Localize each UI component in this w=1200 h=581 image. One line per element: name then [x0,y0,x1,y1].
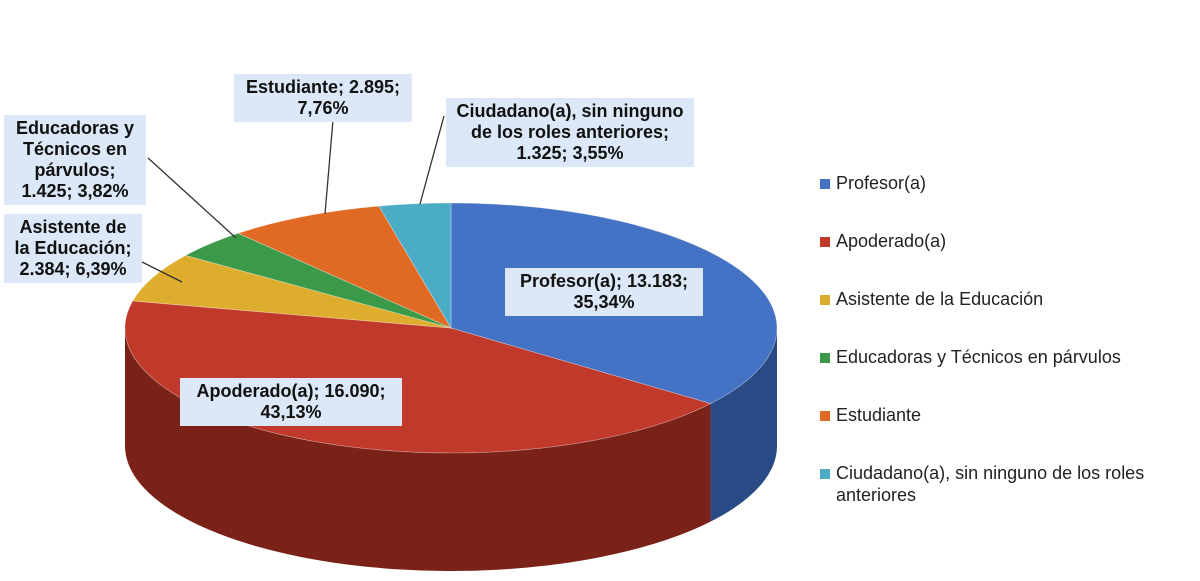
data-label-educadoras: Educadoras y Técnicos en párvulos; 1.425… [4,115,146,205]
data-label-profesor: Profesor(a); 13.183; 35,34% [505,268,703,316]
pie-side-profesor [710,328,777,522]
pie-slice-asistente [132,254,452,329]
legend-swatch [820,237,830,247]
legend-label: Asistente de la Educación [836,289,1044,309]
legend: Profesor(a) Apoderado(a) Asistente de la… [820,172,1190,520]
data-label-ciudadano: Ciudadano(a), sin ninguno de los roles a… [446,98,694,167]
data-label-estudiante: Estudiante; 2.895; 7,76% [234,74,412,122]
legend-swatch [820,295,830,305]
legend-item-estudiante: Estudiante [820,404,1190,462]
data-label-apoderado: Apoderado(a); 16.090; 43,13% [180,378,402,426]
pie-slice-estudiante [237,205,452,329]
legend-item-profesor: Profesor(a) [820,172,1190,230]
legend-label: Apoderado(a) [836,231,947,251]
legend-swatch [820,469,830,479]
leader-line-estudiante [324,119,334,215]
leader-line-educadoras [147,157,237,239]
pie-depth [125,328,777,571]
leader-line-asistente [141,261,183,283]
legend-swatch [820,179,830,189]
legend-label: Estudiante [836,405,922,425]
legend-item-educadoras: Educadoras y Técnicos en párvulos [820,346,1190,404]
leader-line-ciudadano [419,115,445,205]
pie-side-apoderado [125,328,711,571]
pie-slice-educadoras [184,232,452,329]
legend-item-asistente: Asistente de la Educación [820,288,1190,346]
pie-slice-ciudadano [378,202,452,330]
legend-item-ciudadano: Ciudadano(a), sin ninguno de los roles a… [820,462,1190,520]
legend-item-apoderado: Apoderado(a) [820,230,1190,288]
legend-label: Ciudadano(a), sin ninguno de los roles a… [836,463,1145,505]
data-label-asistente: Asistente de la Educación; 2.384; 6,39% [4,214,142,283]
legend-label: Educadoras y Técnicos en párvulos [836,347,1121,367]
legend-swatch [820,353,830,363]
leader-lines [141,115,445,283]
legend-label: Profesor(a) [836,173,927,193]
legend-swatch [820,411,830,421]
